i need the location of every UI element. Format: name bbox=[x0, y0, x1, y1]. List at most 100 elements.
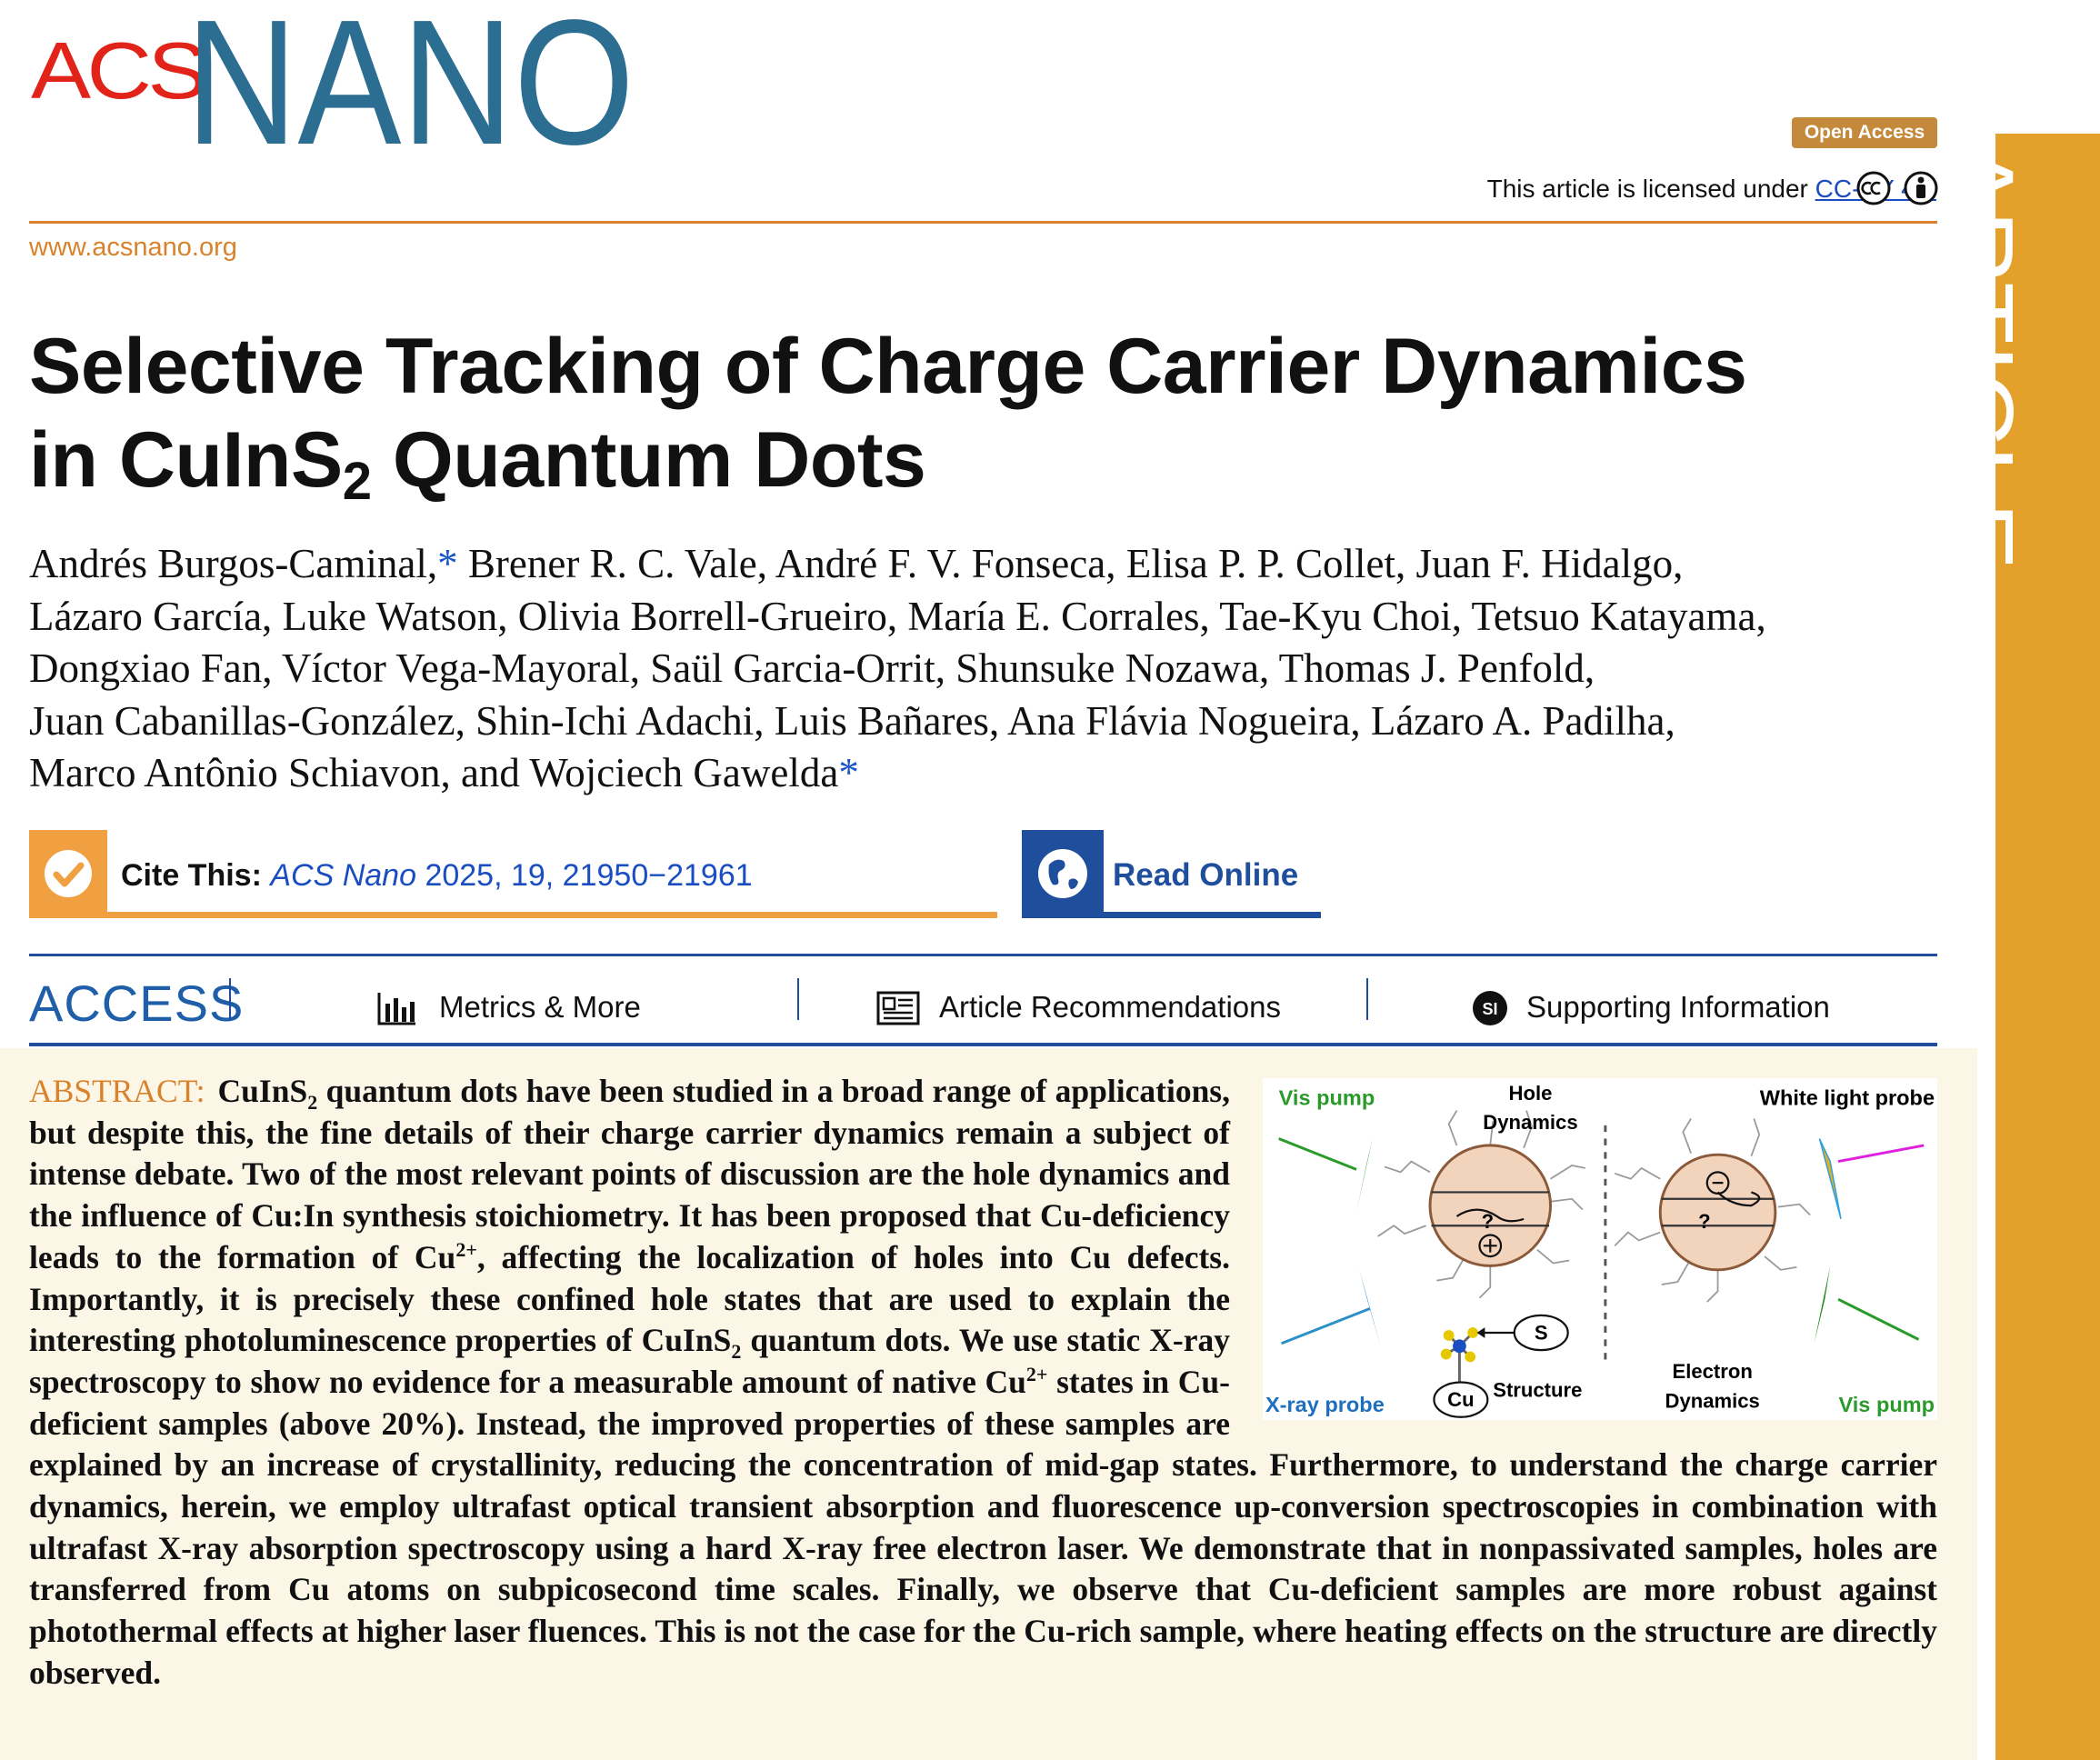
cu-bubble bbox=[1433, 1381, 1489, 1418]
cc-glyph bbox=[1861, 181, 1881, 195]
cite-details: 2025, 19, 21950−21961 bbox=[416, 858, 753, 893]
figure-label: ? bbox=[1482, 1210, 1495, 1233]
globe-icon bbox=[1038, 849, 1087, 898]
read-online: Read Online bbox=[1113, 857, 1299, 893]
author-text: Brener R. C. Vale, André F. V. Fonseca, … bbox=[457, 541, 1684, 586]
pump-pulse bbox=[1356, 1138, 1373, 1213]
s-atom bbox=[1440, 1348, 1452, 1360]
figure-label: X-ray probe bbox=[1265, 1393, 1385, 1416]
by-body bbox=[1916, 185, 1925, 198]
icon-bar bbox=[410, 1002, 415, 1022]
check-mark bbox=[53, 862, 85, 887]
plus bbox=[1483, 1238, 1497, 1253]
abstract-label: ABSTRACT: bbox=[29, 1073, 205, 1109]
icon-bar bbox=[394, 998, 398, 1022]
figure-label: Electron bbox=[1672, 1360, 1752, 1383]
access-label: ACCESS bbox=[29, 975, 245, 1032]
xray-pulse bbox=[1359, 1268, 1381, 1346]
probe-beam bbox=[1837, 1144, 1925, 1164]
xray-beam bbox=[1281, 1307, 1371, 1345]
check-icon bbox=[45, 850, 92, 897]
electron bbox=[1705, 1171, 1730, 1195]
cite-label: Cite This: bbox=[121, 858, 262, 893]
header-rule bbox=[29, 221, 1937, 224]
author-text: Marco Antônio Schiavon, and Wojciech Gaw… bbox=[29, 750, 839, 795]
si-text: SI bbox=[1482, 1000, 1497, 1018]
cc-icons bbox=[1856, 171, 1938, 205]
figure-label: Hole bbox=[1509, 1082, 1553, 1105]
s-atom bbox=[1467, 1327, 1479, 1338]
arrowhead bbox=[1476, 1327, 1485, 1338]
corresponding-mark: * bbox=[838, 750, 859, 795]
figure-label: S bbox=[1535, 1321, 1548, 1344]
hole bbox=[1478, 1234, 1503, 1258]
globe-land bbox=[1048, 859, 1078, 889]
cite-journal: ACS Nano bbox=[270, 858, 416, 893]
subscript: 2 bbox=[731, 1340, 742, 1364]
check-circle bbox=[45, 850, 92, 897]
figure-label: Vis pump bbox=[1279, 1086, 1375, 1110]
energy-levels bbox=[1431, 1191, 1550, 1227]
author-text: Lázaro García, Luke Watson, Olivia Borre… bbox=[29, 593, 1766, 639]
abstract-text: quantum dots. We use static X-ray spectr… bbox=[29, 1322, 1230, 1400]
side-bar bbox=[1995, 134, 2100, 1760]
website: www.acsnano.org bbox=[29, 233, 237, 262]
license-text: This article is licensed under bbox=[1486, 175, 1808, 203]
figure-label: Dynamics bbox=[1665, 1389, 1760, 1412]
abstract-text: states in Cu-deficient samples (above 20… bbox=[29, 1363, 1937, 1691]
cite-box[interactable]: Cite This: ACS Nano 2025, 19, 21950−2196… bbox=[29, 830, 997, 918]
figure-label: White light probe bbox=[1760, 1086, 1935, 1110]
figure-label: Vis pump bbox=[1838, 1393, 1935, 1416]
title-line: Selective Tracking of Charge Carrier Dyn… bbox=[29, 323, 1747, 410]
read-online-box[interactable]: Read Online bbox=[1022, 830, 1321, 918]
by-head bbox=[1917, 176, 1925, 184]
recommendations-icon bbox=[876, 991, 920, 1025]
metrics-icon bbox=[377, 993, 415, 1025]
icon-box bbox=[882, 996, 896, 1011]
author-text: Juan Cabanillas-González, Shin-Ichi Adac… bbox=[29, 697, 1675, 744]
icon-bar bbox=[402, 1007, 406, 1022]
figure-label: Dynamics bbox=[1483, 1111, 1577, 1134]
electron-path bbox=[1716, 1191, 1761, 1207]
figure-label: ? bbox=[1698, 1210, 1710, 1233]
journal-logo: ACS NANO bbox=[31, 9, 635, 159]
article-title: Selective Tracking of Charge Carrier Dyn… bbox=[29, 320, 1975, 508]
open-access-badge: Open Access bbox=[1792, 117, 1937, 148]
icon-lines bbox=[884, 998, 913, 1020]
cite-text: Cite This: ACS Nano 2025, 19, 21950−2196… bbox=[121, 857, 753, 894]
superscript: 2+ bbox=[455, 1237, 477, 1261]
side-label-box: ARTICLE bbox=[1995, 143, 2033, 570]
pump-pulse bbox=[1814, 1265, 1831, 1344]
abstract-text: CuInS bbox=[217, 1073, 308, 1109]
access-item[interactable]: Supporting Information bbox=[1526, 990, 1830, 1024]
author-text: Andrés Burgos-Caminal, bbox=[29, 541, 438, 586]
cite-icon bbox=[29, 830, 107, 918]
separator bbox=[1366, 978, 1368, 1020]
icon-frame bbox=[876, 991, 920, 1025]
icon-bar bbox=[385, 1004, 390, 1022]
s-bubble bbox=[1513, 1314, 1569, 1352]
title-text: in CuInS bbox=[29, 416, 343, 504]
subscript: 2 bbox=[307, 1091, 318, 1115]
access-item[interactable]: Article Recommendations bbox=[939, 990, 1281, 1024]
access-item[interactable]: Metrics & More bbox=[439, 990, 641, 1024]
access-rule bbox=[29, 954, 1937, 956]
title-subscript: 2 bbox=[342, 452, 372, 511]
probe-pulse bbox=[1818, 1138, 1842, 1220]
abstract: Vis pump Hole Dynamics White light probe… bbox=[29, 1071, 1937, 1695]
s-atom bbox=[1465, 1351, 1476, 1363]
s-atom bbox=[1443, 1330, 1455, 1341]
superscript: 2+ bbox=[1025, 1363, 1048, 1386]
energy-levels bbox=[1661, 1197, 1775, 1227]
axis-icon bbox=[377, 993, 415, 1025]
pump-beam bbox=[1278, 1137, 1357, 1171]
separator bbox=[229, 978, 231, 1020]
cu-atom bbox=[1453, 1339, 1466, 1354]
figure-labels: Vis pump Hole Dynamics White light probe… bbox=[1265, 1082, 1935, 1416]
hole-path bbox=[1455, 1208, 1525, 1223]
author-text: Dongxiao Fan, Víctor Vega-Mayoral, Saül … bbox=[29, 645, 1595, 691]
globe bbox=[1038, 849, 1087, 898]
si-icon: SI bbox=[1473, 991, 1507, 1025]
